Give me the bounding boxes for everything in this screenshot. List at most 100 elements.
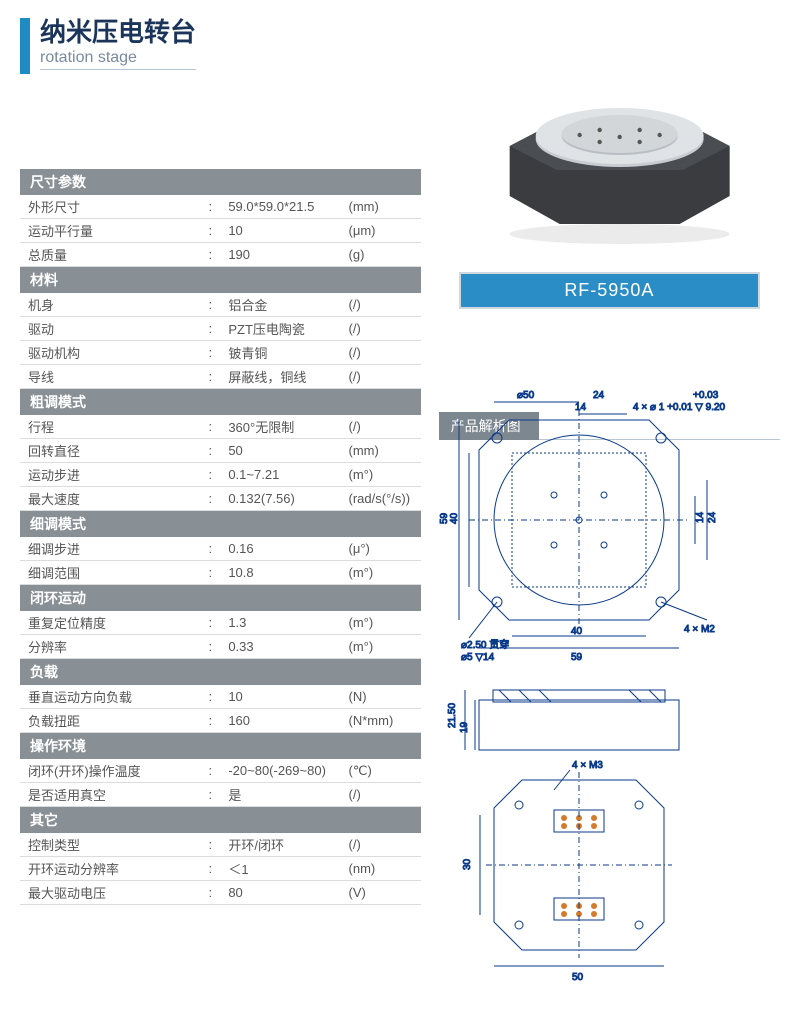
section-header: 操作环境 <box>20 733 421 760</box>
spec-unit: (/) <box>341 293 421 317</box>
title-en: rotation stage <box>40 49 196 70</box>
section-header: 材料 <box>20 267 421 294</box>
spec-value: -20~80(-269~80) <box>220 759 340 783</box>
spec-colon: : <box>200 365 220 389</box>
spec-colon: : <box>200 709 220 733</box>
section-title: 负载 <box>20 659 421 686</box>
spec-label: 最大速度 <box>20 487 200 511</box>
spec-value: 10.8 <box>220 561 340 585</box>
spec-row: 行程:360°无限制(/) <box>20 415 421 439</box>
spec-unit: (nm) <box>341 857 421 881</box>
spec-row: 机身:铝合金(/) <box>20 293 421 317</box>
spec-row: 分辨率:0.33(m°) <box>20 635 421 659</box>
dim-40l: 40 <box>449 512 460 524</box>
spec-label: 闭环(开环)操作温度 <box>20 759 200 783</box>
page-header: 纳米压电转台 rotation stage <box>20 18 780 74</box>
spec-row: 回转直径:50(mm) <box>20 439 421 463</box>
spec-label: 外形尺寸 <box>20 195 200 219</box>
spec-unit: (℃) <box>341 759 421 783</box>
spec-row: 外形尺寸:59.0*59.0*21.5(mm) <box>20 195 421 219</box>
spec-unit: (μm) <box>341 219 421 243</box>
section-title: 尺寸参数 <box>20 169 421 195</box>
spec-table: 尺寸参数外形尺寸:59.0*59.0*21.5(mm)运动平行量:10(μm)总… <box>20 169 421 905</box>
spec-row: 总质量:190(g) <box>20 243 421 267</box>
spec-row: 细调步进:0.16(μ°) <box>20 537 421 561</box>
dim-19: 19 <box>459 721 470 733</box>
spec-label: 是否适用真空 <box>20 783 200 807</box>
technical-drawing: ⌀50 24 14 +0.03 4 × ⌀ 1 +0.01 ▽ 9.20 4 ×… <box>439 380 779 1000</box>
spec-row: 细调范围:10.8(m°) <box>20 561 421 585</box>
section-header: 粗调模式 <box>20 389 421 416</box>
spec-unit: (g) <box>341 243 421 267</box>
spec-value: 0.1~7.21 <box>220 463 340 487</box>
section-title: 粗调模式 <box>20 389 421 416</box>
spec-label: 细调步进 <box>20 537 200 561</box>
title-cn: 纳米压电转台 <box>40 18 196 47</box>
bottom-view: 4 × M3 30 50 <box>462 760 672 983</box>
spec-unit: (mm) <box>341 195 421 219</box>
spec-value: 160 <box>220 709 340 733</box>
spec-colon: : <box>200 685 220 709</box>
spec-colon: : <box>200 611 220 635</box>
dim-holes4: 4 × ⌀ 1 +0.01 ▽ 9.20 <box>633 402 726 413</box>
spec-label: 最大驱动电压 <box>20 881 200 905</box>
spec-unit: (/) <box>341 833 421 857</box>
spec-label: 驱动 <box>20 317 200 341</box>
spec-value: 80 <box>220 881 340 905</box>
spec-unit: (/) <box>341 365 421 389</box>
spec-colon: : <box>200 487 220 511</box>
spec-colon: : <box>200 881 220 905</box>
spec-colon: : <box>200 463 220 487</box>
spec-label: 机身 <box>20 293 200 317</box>
spec-unit: (N*mm) <box>341 709 421 733</box>
spec-row: 驱动机构:铍青铜(/) <box>20 341 421 365</box>
spec-colon: : <box>200 857 220 881</box>
spec-label: 重复定位精度 <box>20 611 200 635</box>
spec-label: 运动步进 <box>20 463 200 487</box>
product-render-svg <box>439 84 780 254</box>
spec-value: 屏蔽线，铜线 <box>220 365 340 389</box>
spec-label: 运动平行量 <box>20 219 200 243</box>
dim-m3: 4 × M3 <box>572 760 603 771</box>
spec-value: 10 <box>220 685 340 709</box>
spec-row: 导线:屏蔽线，铜线(/) <box>20 365 421 389</box>
dim-40b: 40 <box>571 626 583 637</box>
spec-label: 回转直径 <box>20 439 200 463</box>
spec-colon: : <box>200 635 220 659</box>
spec-unit: (/) <box>341 415 421 439</box>
spec-colon: : <box>200 243 220 267</box>
spec-colon: : <box>200 561 220 585</box>
section-title: 细调模式 <box>20 511 421 538</box>
spec-label: 驱动机构 <box>20 341 200 365</box>
spec-unit: (mm) <box>341 439 421 463</box>
spec-label: 开环运动分辨率 <box>20 857 200 881</box>
dim-24: 24 <box>593 390 605 401</box>
spec-unit: (rad/s(°/s)) <box>341 487 421 511</box>
section-header: 闭环运动 <box>20 585 421 612</box>
spec-value: 1.3 <box>220 611 340 635</box>
spec-label: 垂直运动方向负载 <box>20 685 200 709</box>
spec-label: 行程 <box>20 415 200 439</box>
spec-unit: (V) <box>341 881 421 905</box>
spec-label: 控制类型 <box>20 833 200 857</box>
dim-14: 14 <box>575 402 587 413</box>
spec-row: 最大驱动电压:80(V) <box>20 881 421 905</box>
header-text: 纳米压电转台 rotation stage <box>40 18 196 70</box>
spec-value: 360°无限制 <box>220 415 340 439</box>
spec-colon: : <box>200 195 220 219</box>
spec-value: ＜1 <box>220 857 340 881</box>
spec-value: 0.132(7.56) <box>220 487 340 511</box>
spec-colon: : <box>200 219 220 243</box>
dim-24r: 24 <box>707 511 718 523</box>
spec-label: 分辨率 <box>20 635 200 659</box>
spec-unit: (m°) <box>341 463 421 487</box>
spec-row: 负载扭距:160(N*mm) <box>20 709 421 733</box>
dim-14r: 14 <box>695 511 706 523</box>
spec-colon: : <box>200 293 220 317</box>
spec-row: 重复定位精度:1.3(m°) <box>20 611 421 635</box>
spec-unit: (/) <box>341 317 421 341</box>
dim-tol: +0.03 <box>693 390 719 401</box>
dim-50: 50 <box>572 972 584 983</box>
section-header: 其它 <box>20 807 421 834</box>
spec-label: 导线 <box>20 365 200 389</box>
